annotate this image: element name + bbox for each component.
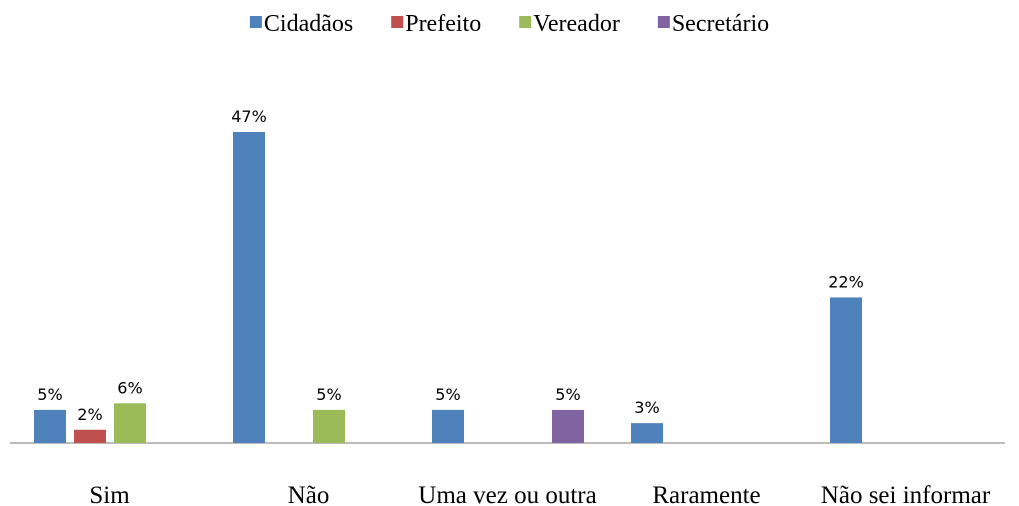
bar xyxy=(631,423,663,443)
bar xyxy=(313,409,345,443)
bar xyxy=(74,429,106,443)
bar xyxy=(552,409,584,443)
bar xyxy=(114,403,146,443)
bar xyxy=(830,297,862,443)
legend-swatch xyxy=(519,16,532,28)
data-label: 3% xyxy=(634,398,659,417)
legend-swatch xyxy=(249,16,262,28)
legend-label: Vereador xyxy=(533,11,620,37)
data-label: 5% xyxy=(37,385,62,404)
legend-label: Secretário xyxy=(672,11,769,37)
data-label: 2% xyxy=(77,405,102,424)
bar xyxy=(34,409,66,443)
x-tick-label: Uma vez ou outra xyxy=(418,482,596,506)
data-label: 6% xyxy=(117,378,142,397)
data-label: 47% xyxy=(231,107,267,126)
x-tick-label: Não sei informar xyxy=(821,482,991,506)
data-label: 5% xyxy=(555,385,580,404)
legend-swatch xyxy=(391,16,404,28)
bar xyxy=(432,409,464,443)
data-label: 5% xyxy=(316,385,341,404)
legend-label: Prefeito xyxy=(405,11,481,37)
x-tick-label: Sim xyxy=(89,482,130,506)
data-label: 5% xyxy=(435,385,460,404)
x-tick-label: Raramente xyxy=(652,482,760,506)
legend-label: Cidadãos xyxy=(264,11,353,37)
x-tick-label: Não xyxy=(288,482,330,506)
data-label: 22% xyxy=(828,272,864,291)
bar xyxy=(233,132,265,443)
legend-swatch xyxy=(657,16,670,28)
